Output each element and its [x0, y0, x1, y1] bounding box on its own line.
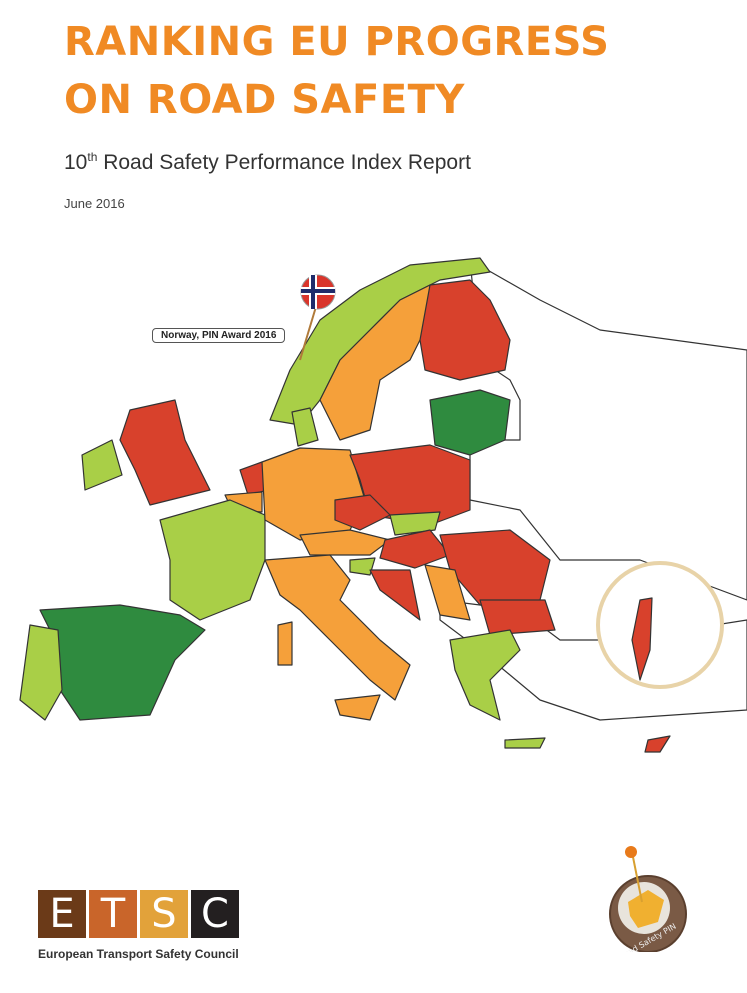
- etsc-logo: E T S C: [38, 890, 239, 938]
- country-greece: [449, 629, 521, 721]
- country-czech: [334, 494, 391, 531]
- country-slovakia: [389, 511, 441, 536]
- country-denmark: [291, 407, 319, 447]
- award-label: Norway, PIN Award 2016: [152, 328, 286, 343]
- country-austria: [299, 529, 391, 556]
- road-safety-pin-logo: Road Safety PIN: [609, 846, 687, 952]
- subtitle-text: Road Safety Performance Index Report: [97, 151, 471, 174]
- israel-inset: [596, 561, 724, 689]
- country-spain: [39, 604, 206, 721]
- country-uk: [119, 399, 211, 506]
- country-cyprus: [644, 735, 671, 753]
- etsc-letter: S: [140, 890, 188, 938]
- country-sardinia: [277, 621, 293, 666]
- award-pin-stick: [299, 299, 319, 361]
- europe-map: [19, 257, 747, 753]
- country-finland: [419, 279, 511, 381]
- subtitle-suffix: th: [87, 150, 98, 164]
- country-sicily: [334, 694, 381, 721]
- subtitle-ordinal: 10: [64, 151, 88, 174]
- norway-flag-pin-icon: [300, 274, 336, 310]
- publication-date: June 2016: [64, 196, 125, 211]
- country-bulgaria: [479, 599, 556, 636]
- etsc-letter: C: [191, 890, 239, 938]
- country-portugal: [19, 624, 63, 721]
- etsc-letter: E: [38, 890, 86, 938]
- country-croatia: [369, 569, 421, 621]
- title-line-2: ON ROAD SAFETY: [64, 77, 465, 123]
- subtitle: 10th Road Safety Performance Index Repor…: [64, 150, 471, 175]
- country-france: [159, 499, 266, 621]
- country-crete: [504, 737, 546, 749]
- country-russia-belarus-ukraine: [469, 259, 747, 601]
- country-baltics: [429, 389, 511, 456]
- title-line-1: RANKING EU PROGRESS: [64, 19, 610, 65]
- country-ireland: [81, 439, 123, 491]
- country-slovenia: [349, 557, 376, 576]
- country-serbia: [424, 564, 471, 621]
- etsc-name: European Transport Safety Council: [38, 947, 239, 961]
- country-italy: [264, 554, 411, 701]
- country-hungary: [379, 529, 451, 569]
- country-israel: [631, 597, 653, 681]
- etsc-letter: T: [89, 890, 137, 938]
